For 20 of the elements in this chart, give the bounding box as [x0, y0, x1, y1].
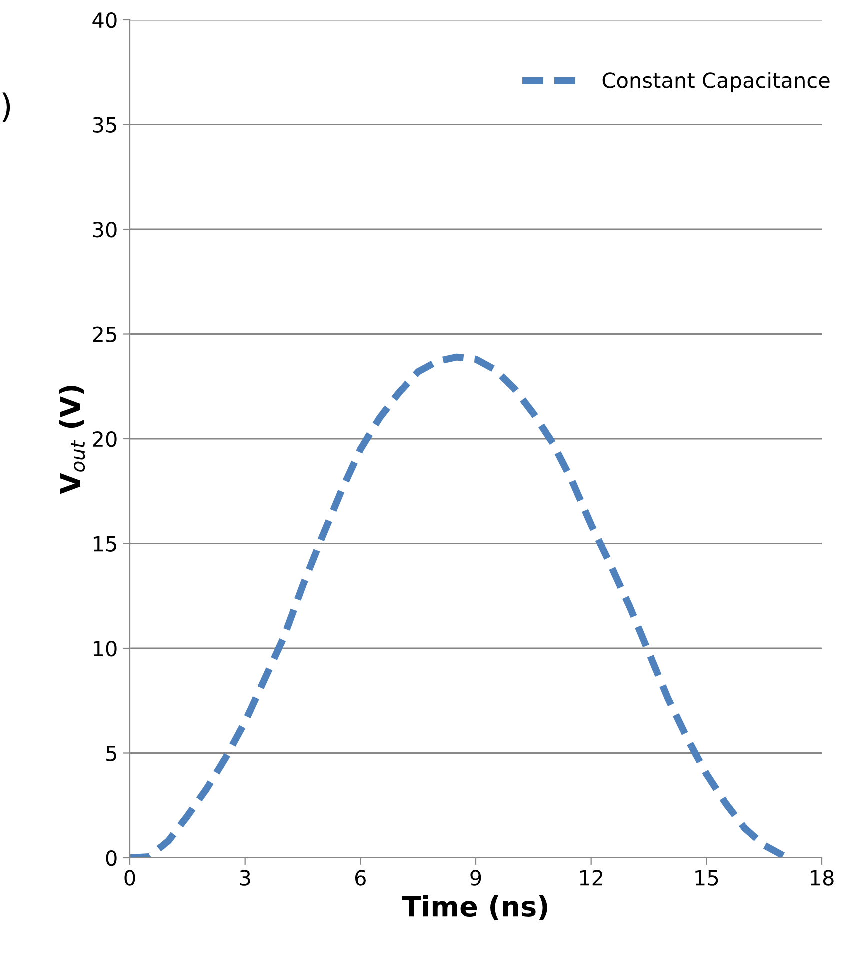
y-tick-label: 5 — [106, 746, 116, 762]
y-tick-label: 30 — [93, 222, 117, 238]
legend-label: Constant Capacitance — [602, 72, 830, 92]
y-axis-title: V$_{out}$ (V) — [59, 386, 86, 494]
x-tick-label: 18 — [811, 870, 834, 886]
y-tick-label: 10 — [94, 640, 117, 657]
x-tick-label: 3 — [240, 870, 250, 886]
x-tick-label: 9 — [470, 870, 482, 886]
x-tick-label: 6 — [355, 870, 366, 886]
x-tick-label: 12 — [580, 870, 602, 886]
y-tick-label: 25 — [93, 326, 116, 342]
y-tick-label: 0 — [106, 850, 117, 866]
x-axis-title: Time (ns) — [402, 896, 548, 920]
text: ) — [2, 92, 10, 122]
y-tick-label: 40 — [92, 12, 117, 28]
y-tick-label: 35 — [93, 117, 116, 133]
y-tick-label: 20 — [93, 431, 117, 448]
x-tick-label: 15 — [696, 870, 718, 886]
x-tick-label: 0 — [124, 870, 136, 886]
y-tick-label: 15 — [94, 536, 116, 552]
